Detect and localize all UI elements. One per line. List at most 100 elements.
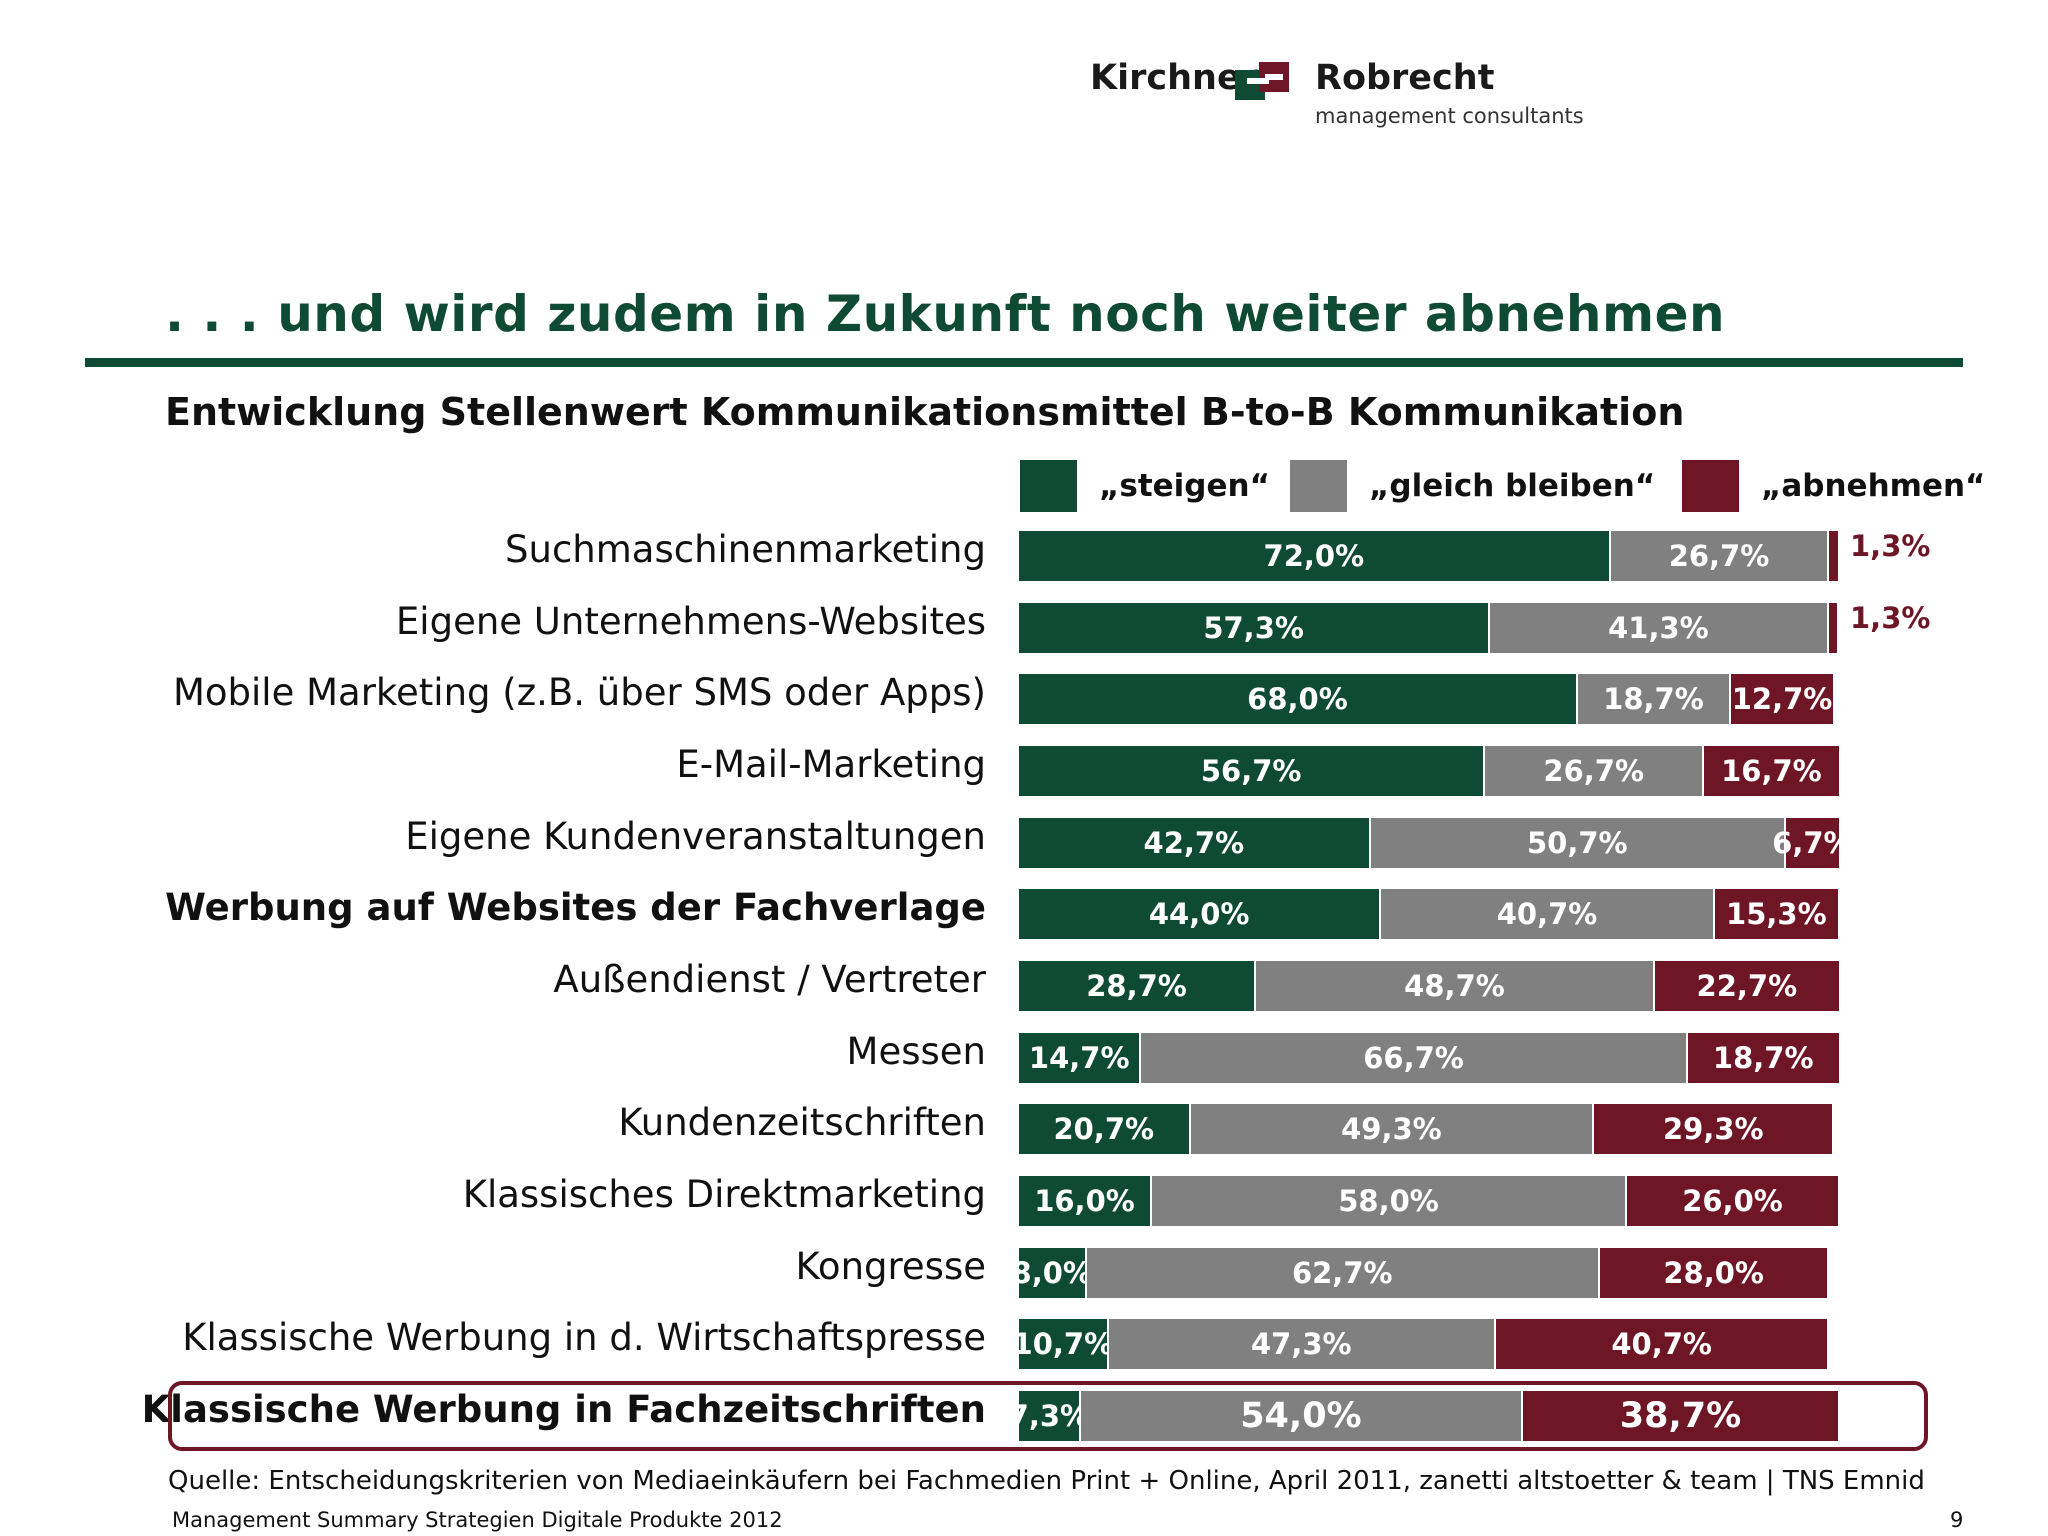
data-label: 38,7% <box>1619 1396 1742 1436</box>
bar-segment-steigen: 72,0% <box>1019 531 1609 581</box>
bar-segment-steigen: 68,0% <box>1019 674 1576 724</box>
bar-segment-abnehmen: 26,0% <box>1625 1176 1838 1226</box>
logo-name-left: Kirchner <box>1090 58 1258 98</box>
data-label: 28,0% <box>1663 1256 1764 1290</box>
data-label: 48,7% <box>1404 969 1505 1003</box>
bar-segment-steigen: 28,7% <box>1019 961 1255 1011</box>
bar-segment-abnehmen: 18,7% <box>1685 1033 1839 1083</box>
legend-swatch-abnehmen <box>1682 460 1739 512</box>
bar-segment-steigen: 57,3% <box>1019 603 1489 653</box>
data-label: 12,7% <box>1731 682 1833 716</box>
data-label: 6,7% <box>1772 826 1853 860</box>
data-label: 16,7% <box>1721 754 1822 788</box>
data-label: 14,7% <box>1028 1041 1130 1075</box>
data-label: 16,0% <box>1034 1184 1135 1218</box>
bar-segment-abnehmen: 6,7% <box>1772 818 1853 868</box>
legend-label-gleich: „gleich bleiben“ <box>1369 468 1656 504</box>
bar-segment-steigen: 10,7% <box>1013 1319 1113 1369</box>
data-label: 40,7% <box>1496 897 1598 931</box>
category-label: Klassisches Direktmarketing <box>462 1173 986 1216</box>
data-label: 47,3% <box>1251 1327 1352 1361</box>
data-label-outside: 1,3% <box>1850 601 1931 635</box>
bar-segment-gleich: 48,7% <box>1254 961 1653 1011</box>
bar-segment-gleich: 26,7% <box>1608 531 1828 581</box>
bar-segment-abnehmen: 40,7% <box>1494 1319 1828 1369</box>
data-label: 8,0% <box>1011 1256 1092 1290</box>
data-label: 49,3% <box>1341 1112 1442 1146</box>
bar-segment-abnehmen: 29,3% <box>1592 1104 1833 1154</box>
chart-title: Entwicklung Stellenwert Kommunikationsmi… <box>165 390 1685 434</box>
bar-segment-gleich: 66,7% <box>1139 1033 1686 1083</box>
footer-text: Management Summary Strategien Digitale P… <box>172 1508 783 1532</box>
data-label: 50,7% <box>1527 826 1628 860</box>
data-label: 26,7% <box>1543 754 1644 788</box>
data-label: 26,7% <box>1668 539 1770 573</box>
bar-segment-steigen: 56,7% <box>1019 746 1484 796</box>
category-label: Kundenzeitschriften <box>618 1101 986 1144</box>
category-label: Werbung auf Websites der Fachverlage <box>165 886 986 929</box>
legend-label-abnehmen: „abnehmen“ <box>1761 468 1986 504</box>
legend-item-steigen: „steigen“ <box>1020 460 1270 512</box>
bar-segment-gleich: 47,3% <box>1106 1319 1494 1369</box>
bar-segment-steigen: 8,0% <box>1012 1248 1092 1298</box>
bar-segment-abnehmen: 15,3% <box>1712 889 1838 939</box>
legend-label-steigen: „steigen“ <box>1099 468 1270 504</box>
bar-segment-gleich: 26,7% <box>1483 746 1703 796</box>
data-label: 58,0% <box>1338 1184 1439 1218</box>
bar-segment-steigen: 20,7% <box>1019 1104 1189 1154</box>
bar-segment-steigen: 14,7% <box>1019 1033 1140 1083</box>
category-label: Suchmaschinenmarketing <box>505 528 986 571</box>
bar-segment-abnehmen: 28,0% <box>1598 1248 1828 1298</box>
bar-segment-steigen: 44,0% <box>1019 889 1380 939</box>
legend-item-abnehmen: „abnehmen“ <box>1682 460 1985 512</box>
data-label: 72,0% <box>1263 539 1365 573</box>
bar-segment-abnehmen <box>1826 603 1838 653</box>
data-label: 56,7% <box>1200 754 1302 788</box>
legend-item-gleich: „gleich bleiben“ <box>1290 460 1655 512</box>
category-label: Klassische Werbung in d. Wirtschaftspres… <box>182 1316 986 1359</box>
category-label: Mobile Marketing (z.B. über SMS oder App… <box>172 671 986 714</box>
bar-segment-gleich: 18,7% <box>1575 674 1730 724</box>
highlight-frame <box>168 1381 1928 1451</box>
bar-segment-steigen: 16,0% <box>1019 1176 1151 1226</box>
data-label: 42,7% <box>1143 826 1245 860</box>
category-label: E-Mail-Marketing <box>676 743 986 786</box>
bar-segment-gleich: 41,3% <box>1488 603 1827 653</box>
data-label: 57,3% <box>1203 611 1304 645</box>
category-label: Klassische Werbung in Fachzeitschriften <box>141 1388 986 1431</box>
logo-tagline: management consultants <box>1315 104 1584 128</box>
data-label-outside: 1,3% <box>1850 529 1931 563</box>
bar-segment-steigen: 42,7% <box>1019 818 1369 868</box>
data-label: 54,0% <box>1240 1396 1362 1436</box>
data-label: 7,3% <box>1008 1399 1090 1433</box>
data-label: 68,0% <box>1247 682 1348 716</box>
bar-segment-abnehmen: 22,7% <box>1652 961 1839 1011</box>
data-label: 20,7% <box>1053 1112 1155 1146</box>
legend-swatch-gleich <box>1290 460 1347 512</box>
bar-segment-gleich: 54,0% <box>1078 1391 1522 1441</box>
category-label: Kongresse <box>795 1245 986 1288</box>
logo-name-right: Robrecht <box>1315 58 1495 98</box>
bar-segment-abnehmen: 16,7% <box>1702 746 1839 796</box>
bar-segment-abnehmen: 38,7% <box>1521 1391 1838 1441</box>
category-label: Eigene Kundenveranstaltungen <box>405 815 986 858</box>
bar-segment-gleich: 40,7% <box>1379 889 1713 939</box>
category-label: Messen <box>846 1030 986 1073</box>
legend-swatch-steigen <box>1020 460 1077 512</box>
bar-segment-steigen: 7,3% <box>1009 1391 1089 1441</box>
logo-mark-icon <box>1235 62 1289 100</box>
bar-segment-gleich: 49,3% <box>1188 1104 1593 1154</box>
data-label: 29,3% <box>1662 1112 1764 1146</box>
data-label: 62,7% <box>1291 1256 1393 1290</box>
page-title: . . . und wird zudem in Zukunft noch wei… <box>165 285 1726 343</box>
bar-segment-gleich: 58,0% <box>1150 1176 1626 1226</box>
data-label: 18,7% <box>1603 682 1704 716</box>
data-label: 26,0% <box>1682 1184 1783 1218</box>
source-note: Quelle: Entscheidungskriterien von Media… <box>168 1466 1925 1496</box>
title-divider <box>85 358 1963 367</box>
bar-segment-gleich: 50,7% <box>1368 818 1784 868</box>
bar-segment-abnehmen: 12,7% <box>1729 674 1834 724</box>
data-label: 40,7% <box>1611 1327 1712 1361</box>
data-label: 41,3% <box>1608 611 1709 645</box>
data-label: 44,0% <box>1148 897 1250 931</box>
